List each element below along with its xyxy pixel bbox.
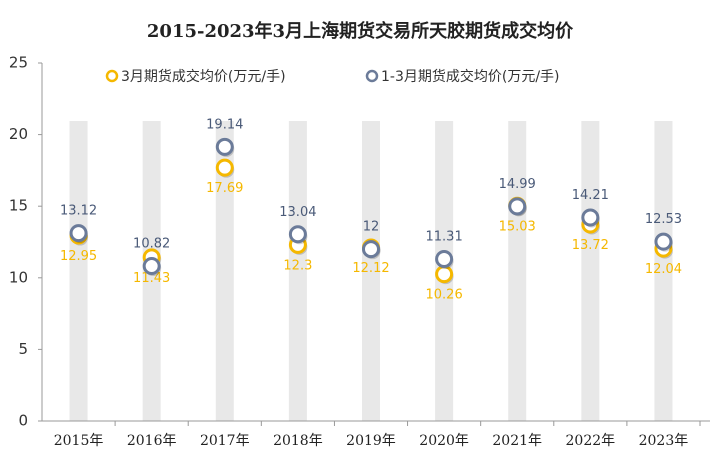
- data-label: 13.72: [572, 238, 609, 253]
- x-tick-label: 2021年: [492, 433, 542, 449]
- legend-marker: [365, 69, 379, 83]
- chart-title: 2015-2023年3月上海期货交易所天胶期货成交均价: [147, 20, 574, 42]
- data-label: 12.3: [283, 258, 312, 273]
- y-tick-label: 5: [18, 340, 28, 358]
- column-band: [288, 121, 307, 421]
- x-tick-label: 2018年: [273, 433, 323, 449]
- data-label: 10.82: [133, 237, 170, 252]
- y-tick-label: 20: [9, 125, 28, 143]
- column-band: [362, 121, 380, 421]
- data-label: 15.03: [499, 219, 536, 234]
- legend-label: 3月期货成交均价(万元/手): [121, 68, 286, 85]
- x-tick-label: 2016年: [127, 433, 177, 449]
- x-tick-label: 2017年: [200, 433, 250, 449]
- column-band: [581, 121, 600, 421]
- legend-label: 1-3月期货成交均价(万元/手): [381, 68, 560, 85]
- y-tick-label: 25: [9, 54, 28, 72]
- data-point: [288, 225, 307, 244]
- x-tick-label: 2022年: [566, 433, 616, 449]
- data-point: [215, 137, 234, 156]
- y-tick-label: 10: [9, 268, 28, 286]
- data-point: [581, 208, 600, 227]
- data-label: 11.43: [133, 271, 170, 286]
- column-band: [215, 121, 234, 421]
- data-point: [69, 224, 88, 243]
- data-point: [435, 250, 454, 269]
- column-band: [654, 121, 673, 421]
- data-label: 12.53: [645, 212, 682, 227]
- data-label: 17.69: [206, 181, 243, 196]
- data-label: 12.95: [60, 249, 97, 264]
- x-tick-label: 2019年: [346, 433, 396, 449]
- column-band: [69, 121, 88, 421]
- x-tick-label: 2020年: [419, 433, 469, 449]
- data-label: 10.26: [426, 288, 463, 303]
- data-label: 12.04: [645, 262, 682, 277]
- data-label: 12.12: [352, 261, 389, 276]
- legend-marker: [105, 69, 119, 83]
- y-tick-label: 15: [9, 197, 28, 215]
- data-label: 14.99: [499, 177, 536, 192]
- data-label: 11.31: [426, 230, 463, 245]
- data-label: 12: [363, 220, 380, 235]
- data-label: 13.04: [279, 205, 316, 220]
- data-point: [362, 240, 380, 259]
- data-label: 14.21: [572, 188, 609, 203]
- data-label: 13.12: [60, 204, 97, 219]
- data-point: [215, 158, 234, 177]
- x-tick-label: 2015年: [54, 433, 104, 449]
- y-tick-label: 0: [18, 412, 28, 430]
- data-point: [142, 257, 161, 276]
- x-tick-label: 2023年: [639, 433, 689, 449]
- data-point: [654, 232, 673, 251]
- column-band: [508, 121, 527, 421]
- data-label: 19.14: [206, 117, 243, 132]
- data-point: [508, 197, 527, 216]
